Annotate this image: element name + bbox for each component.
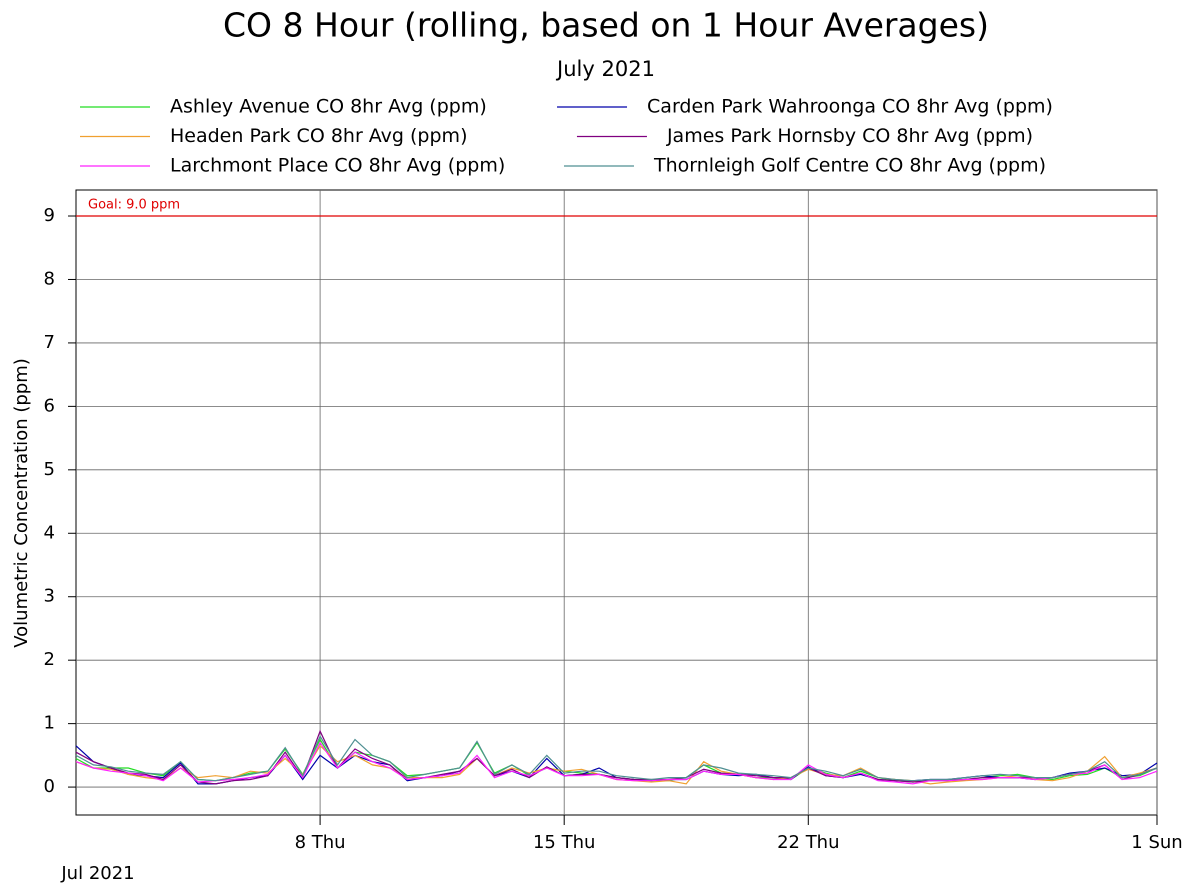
legend-label: Larchmont Place CO 8hr Avg (ppm): [170, 155, 505, 177]
legend-label: Carden Park Wahroonga CO 8hr Avg (ppm): [647, 96, 1053, 118]
chart-title: CO 8 Hour (rolling, based on 1 Hour Aver…: [223, 6, 989, 45]
x-tick-label: 22 Thu: [777, 832, 839, 853]
y-tick-label: 3: [44, 586, 55, 607]
legend-label: Headen Park CO 8hr Avg (ppm): [170, 125, 467, 147]
legend-label: Ashley Avenue CO 8hr Avg (ppm): [170, 96, 487, 118]
y-tick-label: 7: [44, 332, 55, 353]
y-tick-label: 2: [44, 649, 55, 670]
x-tick-label: 1 Sun: [1131, 832, 1182, 853]
x-tick-label: 8 Thu: [295, 832, 346, 853]
y-tick-label: 8: [44, 268, 55, 289]
y-tick-label: 5: [44, 459, 55, 480]
series-line: [75, 741, 1158, 785]
y-tick-label: 6: [44, 395, 55, 416]
x-axis-label: Jul 2021: [60, 863, 134, 884]
series-line: [75, 729, 1158, 785]
legend-label: Thornleigh Golf Centre CO 8hr Avg (ppm): [653, 155, 1046, 177]
legend-label: James Park Hornsby CO 8hr Avg (ppm): [666, 125, 1033, 147]
series-line: [75, 735, 1158, 782]
x-tick-label: 15 Thu: [533, 832, 595, 853]
y-tick-label: 9: [44, 205, 55, 226]
goal-label: Goal: 9.0 ppm: [88, 198, 180, 213]
y-tick-label: 1: [44, 713, 55, 734]
chart-subtitle: July 2021: [555, 57, 655, 81]
plot-frame: [75, 189, 1158, 816]
y-tick-label: 0: [44, 776, 55, 797]
y-axis-label: Volumetric Concentration (ppm): [11, 358, 32, 648]
y-tick-label: 4: [44, 522, 55, 543]
